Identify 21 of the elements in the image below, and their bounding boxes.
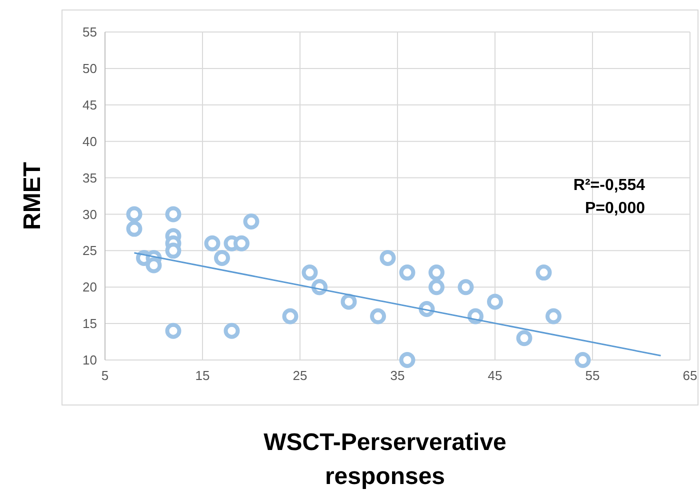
y-tick-label: 25 [82,243,97,258]
x-tick-label: 15 [195,368,210,383]
x-tick-label: 65 [682,368,698,383]
y-axis-title: RMET [19,162,46,230]
y-tick-label: 15 [82,316,97,332]
x-tick-label: 25 [292,368,308,383]
y-tick-label: 50 [82,60,97,76]
x-tick-label: 55 [585,368,600,383]
x-tick-label: 5 [101,368,109,383]
annotation: P=0,000 [584,200,646,217]
x-axis-title: WSCT-Perserverative responses [264,429,506,490]
y-tick-label: 40 [82,134,97,149]
annotation: R²=-0,554 [573,177,646,194]
x-tick-label: 35 [390,368,405,383]
y-tick-label: 45 [82,97,97,112]
x-tick-label: 45 [488,368,502,383]
y-tick-label: 20 [82,280,97,295]
y-tick-label: 10 [82,352,97,368]
y-tick-label: 30 [82,206,97,222]
y-tick-label: 35 [82,170,97,186]
y-tick-label: 55 [82,24,97,40]
